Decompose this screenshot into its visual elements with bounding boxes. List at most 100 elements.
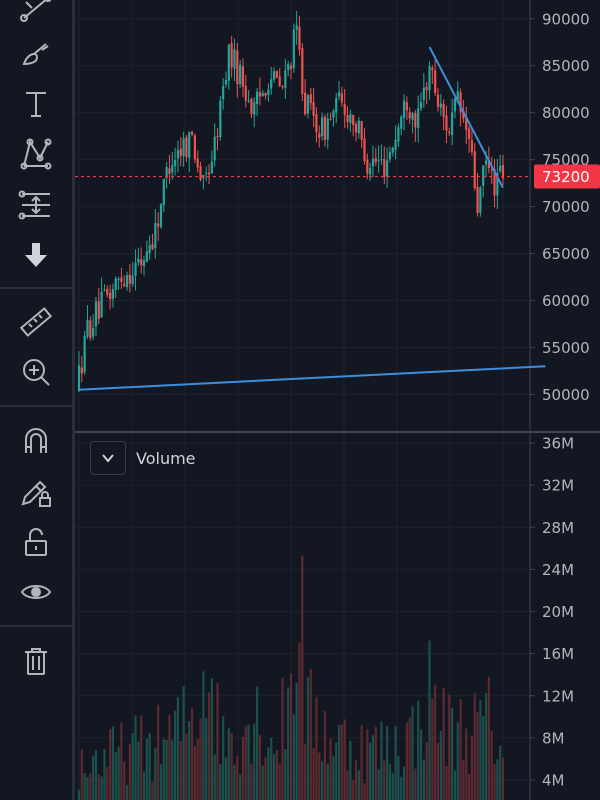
volume-bar [323, 711, 327, 800]
candle-body [100, 291, 103, 318]
volume-bar [320, 761, 324, 800]
magnet-icon[interactable] [14, 421, 58, 461]
volume-bar [244, 726, 247, 800]
candle-body [394, 139, 397, 150]
pattern-tool-icon[interactable] [14, 134, 58, 174]
volume-bar [123, 761, 126, 800]
pencil-lock-icon[interactable] [14, 472, 58, 512]
volume-bar [165, 739, 168, 800]
arrow-down-icon[interactable] [14, 235, 58, 275]
candle-body [108, 292, 112, 299]
candle-body [258, 92, 262, 97]
eye-icon[interactable] [14, 572, 58, 612]
candle-body [261, 93, 264, 97]
volume-bar [284, 749, 287, 800]
volume-bar [476, 711, 479, 800]
volume-bar [247, 724, 250, 800]
candle-body [473, 150, 476, 189]
volume-bar [408, 717, 411, 800]
volume-bar [222, 716, 225, 800]
volume-bar [402, 766, 406, 800]
volume-legend-title: Volume [136, 448, 196, 468]
volume-bar [448, 694, 451, 800]
volume-bar [168, 715, 171, 800]
volume-bar [493, 764, 496, 800]
text-tool-icon[interactable] [14, 84, 58, 124]
volume-bar [207, 692, 211, 800]
volume-axis-label: 32M [542, 477, 574, 495]
volume-bar [94, 750, 98, 800]
candle-body [431, 67, 434, 71]
candle-body [270, 79, 273, 89]
drawing-toolbar [0, 0, 75, 800]
candle-body [255, 91, 259, 105]
toolbar-separator [0, 405, 72, 407]
candle-body [239, 64, 242, 85]
volume-bar [417, 700, 420, 800]
volume-axis-label: 28M [542, 519, 574, 537]
volume-bar [298, 642, 301, 800]
candle-body [369, 168, 372, 175]
price-axis-label: 85000 [542, 57, 590, 75]
trash-icon[interactable] [14, 641, 58, 681]
candle-body [346, 114, 349, 123]
candle-body [157, 223, 160, 227]
candle-body [402, 100, 406, 119]
volume-bar [386, 726, 389, 800]
volume-axis-label: 4M [542, 772, 565, 790]
candle-body [185, 137, 188, 157]
volume-bar [289, 673, 293, 800]
candle-body [335, 98, 338, 113]
candle-body [451, 112, 454, 135]
volume-bar [383, 760, 386, 800]
candle-body [145, 251, 148, 262]
candle-body [366, 159, 369, 174]
volume-bar [462, 760, 465, 800]
candle-body [281, 85, 284, 87]
candle-body [490, 169, 493, 171]
candle-body [80, 367, 83, 374]
candle-body [162, 179, 165, 206]
candle-body [275, 71, 278, 78]
volume-bar [360, 725, 363, 800]
volume-collapse-button[interactable] [90, 441, 126, 475]
chart-area[interactable]: 50000 55000 60000 65000 70000 75000 80000 85000… [75, 0, 600, 800]
volume-bar [470, 735, 474, 800]
volume-bar [391, 772, 394, 800]
volume-bar [154, 747, 157, 800]
volume-bar [134, 715, 137, 800]
candle-body [448, 131, 451, 134]
candle-body [337, 92, 341, 97]
volume-bar [92, 755, 95, 800]
candle-body [354, 124, 358, 133]
unlock-icon[interactable] [14, 522, 58, 562]
price-axis-label: 60000 [542, 292, 590, 310]
candle-body [227, 44, 230, 81]
volume-bar [255, 686, 259, 800]
brush-tool-icon[interactable] [14, 34, 58, 74]
volume-bar [125, 785, 129, 800]
volume-bar [117, 746, 120, 800]
chart-canvas[interactable]: 5000055000600006500070000750008000085000… [75, 0, 600, 800]
volume-bar [425, 742, 428, 800]
candle-body [388, 151, 392, 160]
trend-line-tool-icon[interactable] [14, 0, 58, 28]
candle-body [419, 101, 423, 109]
zoom-in-icon[interactable] [14, 352, 58, 392]
candle-body [103, 289, 106, 291]
candle-body [374, 158, 377, 163]
volume-bar [363, 783, 366, 800]
candle-body [470, 140, 474, 152]
fib-retracement-tool-icon[interactable] [14, 185, 58, 225]
candle-body [230, 43, 233, 68]
candle-body [377, 159, 380, 161]
candle-body [352, 115, 355, 125]
candle-body [77, 365, 81, 392]
volume-bar [114, 752, 117, 800]
candle-body [106, 288, 109, 295]
volume-bar [309, 669, 312, 800]
ruler-icon[interactable] [14, 302, 58, 342]
candle-body [111, 289, 115, 299]
candle-body [131, 275, 134, 285]
candle-body [287, 64, 290, 71]
